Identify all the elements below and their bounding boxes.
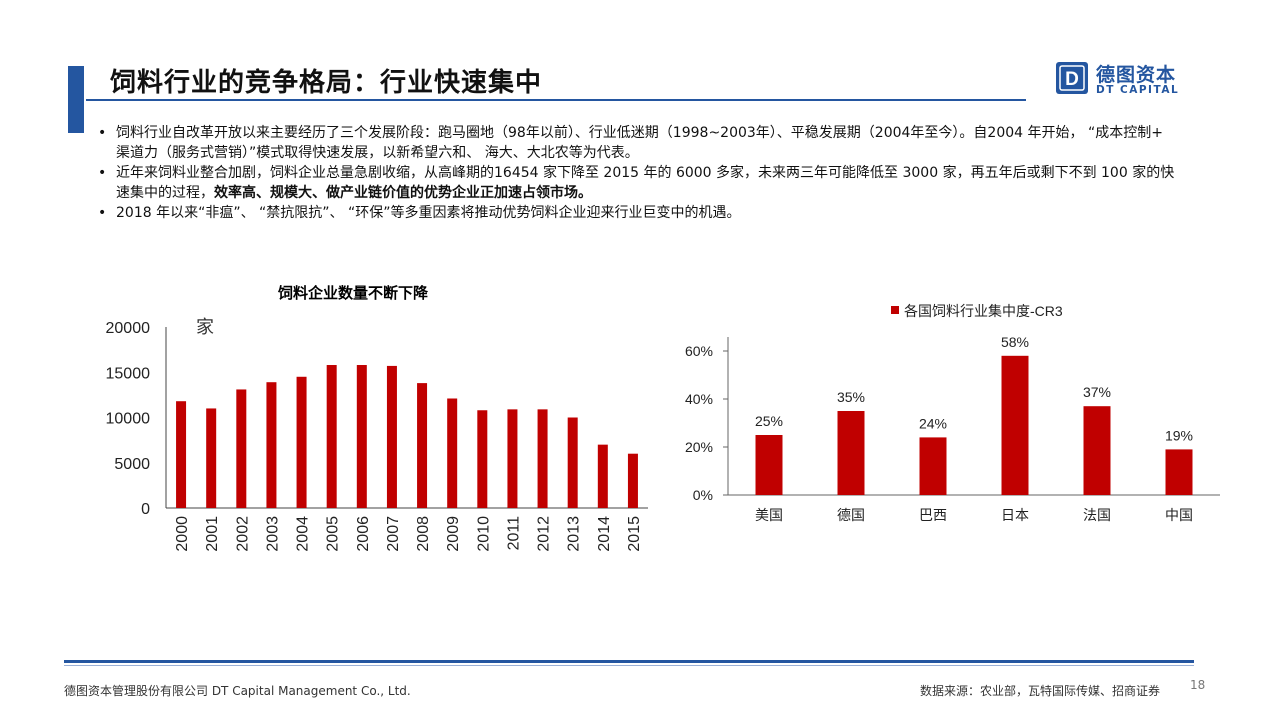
y-tick-label: 0 [141,501,150,518]
page-title: 饲料行业的竞争格局：行业快速集中 [110,68,543,98]
data-label: 58% [1001,334,1029,350]
x-tick-label: 美国 [755,507,783,523]
legend-label: 各国饲料行业集中度-CR3 [904,303,1063,319]
bullet-item: 2018 年以来“非瘟”、 “禁抗限抗”、 “环保”等多重因素将推动优势饲料企业… [98,203,1178,223]
bar [1165,449,1193,495]
logo-letter: D [1065,69,1079,90]
data-label: 19% [1165,427,1193,443]
x-tick-label: 2013 [566,516,583,552]
y-tick-label: 40% [685,391,713,407]
logo-english-name: DT CAPITAL [1096,84,1180,96]
bar [206,408,217,508]
bar [477,410,488,508]
bar [507,409,518,508]
y-tick-label: 20000 [106,320,151,337]
data-label: 25% [755,413,783,429]
x-tick-label: 法国 [1083,507,1111,523]
bullet-item: 近年来饲料业整合加剧，饲料企业总量急剧收缩，从高峰期的16454 家下降至 20… [98,163,1178,203]
x-tick-label: 2010 [475,516,492,552]
x-tick-label: 德国 [837,507,865,523]
bar [597,444,608,508]
bar [356,365,367,508]
y-tick-label: 20% [685,439,713,455]
bar [919,437,947,495]
x-tick-label: 巴西 [919,507,947,523]
x-tick-label: 2001 [204,516,221,552]
dt-capital-logo: D 德图资本 DT CAPITAL [1056,62,1196,98]
legend-swatch [891,306,899,314]
bar [386,365,397,508]
bar [837,411,865,495]
bar [236,389,247,508]
bar [627,453,638,508]
title-accent-bar [68,66,84,133]
data-label: 37% [1083,384,1111,400]
x-tick-label: 2006 [355,516,372,552]
x-tick-label: 2002 [234,516,251,552]
bullet-text: 近年来饲料业整合加剧，饲料企业总量急剧收缩，从高峰期的16454 家下降至 20… [116,165,1175,201]
bullet-text: 2018 年以来“非瘟”、 “禁抗限抗”、 “环保”等多重因素将推动优势饲料企业… [116,205,741,221]
x-tick-label: 2004 [295,516,312,552]
bar [266,382,277,508]
y-tick-label: 60% [685,343,713,359]
bullet-list: 饲料行业自改革开放以来主要经历了三个发展阶段：跑马圈地（98年以前）、行业低迷期… [98,123,1178,223]
x-tick-label: 2003 [264,516,281,552]
logo-chinese-name: 德图资本 [1096,64,1177,86]
cr3-concentration-chart: 各国饲料行业集中度-CR3 0% 20% 40% 60% 25% 美国 35% 德国 24% 巴西 5… [685,303,1220,523]
bar [296,376,307,508]
data-label: 35% [837,389,865,405]
bar [447,398,458,508]
bar [1001,355,1029,495]
bullet-emphasis: 效率高、规模大、做产业链价值的优势企业正加速占领市场。 [214,185,592,201]
x-tick-label: 中国 [1165,507,1193,523]
x-tick-label: 2015 [626,516,643,552]
x-tick-label: 日本 [1001,507,1029,523]
x-tick-label: 2012 [536,516,553,552]
y-tick-label: 5000 [114,456,150,473]
x-tick-label: 2009 [445,516,462,552]
bar [537,409,548,508]
unit-label: 家 [196,317,214,338]
x-tick-label: 2008 [415,516,432,552]
x-tick-label: 2014 [596,516,613,552]
footer-company: 德图资本管理股份有限公司 DT Capital Management Co., … [64,684,411,698]
logo-mark-icon: D [1056,62,1088,94]
title-divider [86,99,1026,101]
x-tick-label: 2007 [385,516,402,552]
y-tick-label: 0% [693,487,713,503]
x-tick-label: 2011 [505,516,522,551]
bar [567,417,578,508]
footer-divider [64,660,1194,663]
page-number: 18 [1190,678,1206,692]
x-tick-label: 2005 [325,516,342,552]
bar [1083,406,1111,495]
chart-title-enterprise-count: 饲料企业数量不断下降 [278,284,429,302]
y-tick-label: 15000 [106,365,151,382]
bar [326,365,337,508]
data-label: 24% [919,415,947,431]
bar [417,383,428,508]
enterprise-count-chart: 0 5000 10000 15000 20000 家 2000 2001 2002 2003 200… [106,317,648,552]
bar [755,435,783,495]
footer-divider-thin [64,665,1194,666]
bullet-item: 饲料行业自改革开放以来主要经历了三个发展阶段：跑马圈地（98年以前）、行业低迷期… [98,123,1178,163]
footer-source: 数据来源：农业部，瓦特国际传媒、招商证券 [920,684,1161,698]
y-tick-label: 10000 [106,411,151,428]
bullet-text: 饲料行业自改革开放以来主要经历了三个发展阶段：跑马圈地（98年以前）、行业低迷期… [116,125,1163,161]
x-tick-label: 2000 [174,516,191,552]
bar [176,401,187,508]
